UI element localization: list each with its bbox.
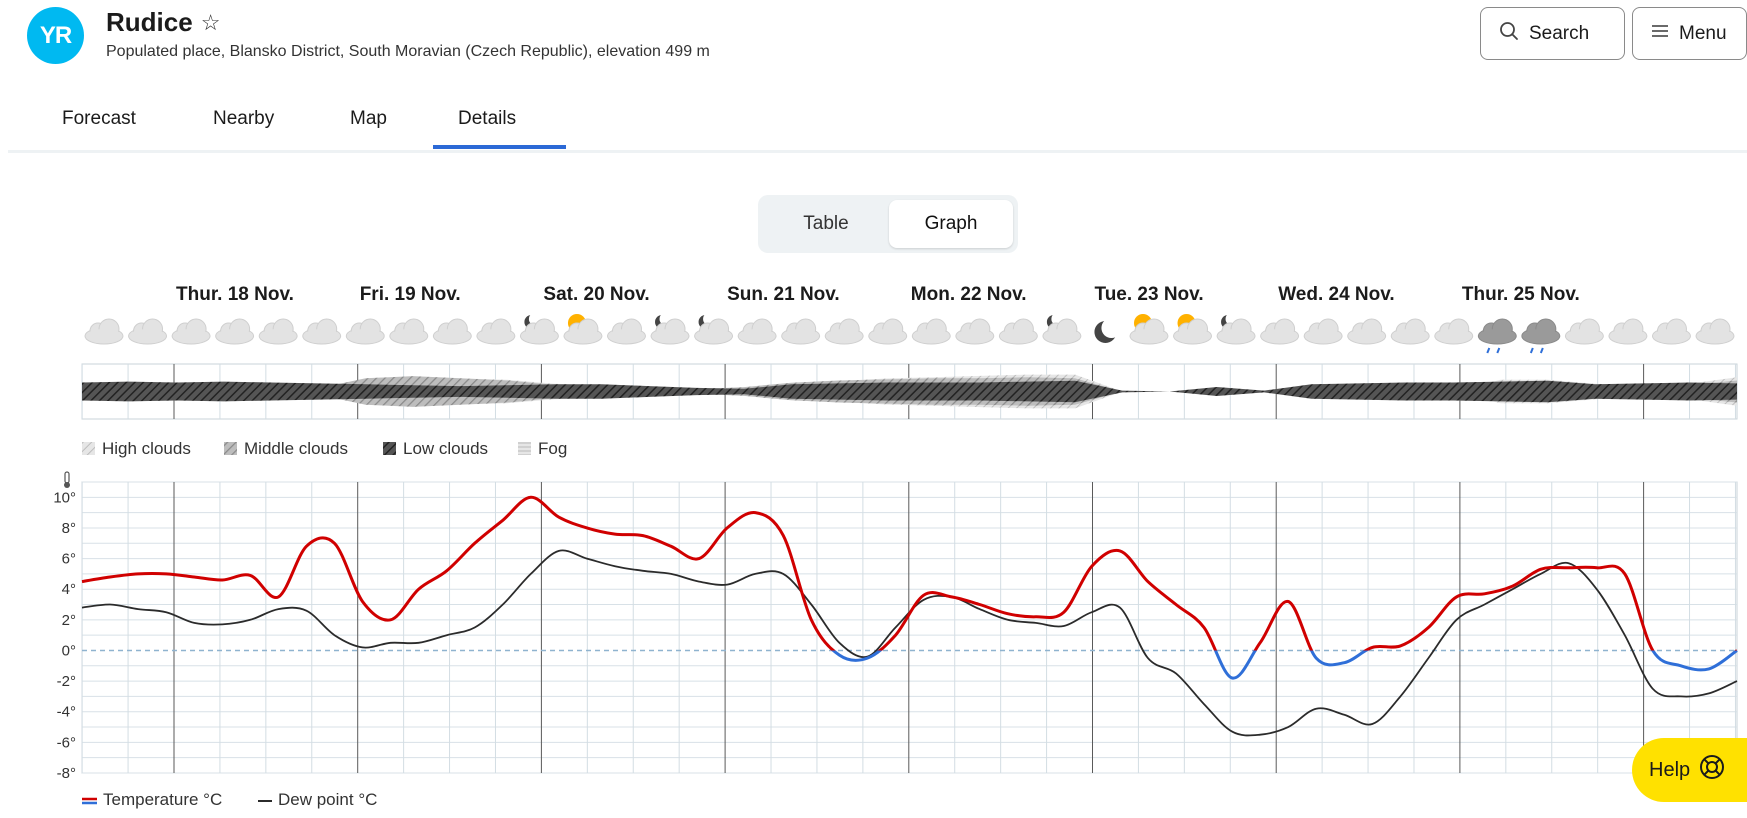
cloud-icon xyxy=(737,318,777,345)
help-label: Help xyxy=(1649,758,1691,781)
day-label: Wed. 24 Nov. xyxy=(1278,284,1395,305)
cloud-legend-item: Middle clouds xyxy=(224,439,348,458)
day-label: Thur. 25 Nov. xyxy=(1462,284,1580,305)
forecast-chart-svg: Thur. 18 Nov. Fri. 19 Nov. Sat. 20 Nov. Sun… xyxy=(53,284,1738,809)
star-outline-icon[interactable]: ☆ xyxy=(200,9,221,35)
day-label: Sat. 20 Nov. xyxy=(543,284,649,305)
cloud-icon xyxy=(84,318,124,345)
dew-point-legend-item: Dew point °C xyxy=(258,790,377,809)
cloud-icon xyxy=(1434,318,1474,345)
page-title: Rudice ☆ xyxy=(106,7,220,38)
temperature-plot-frame xyxy=(81,481,1738,774)
cloud-icon xyxy=(606,318,646,345)
y-tick-label: 4° xyxy=(62,581,76,598)
svg-text:Middle clouds: Middle clouds xyxy=(244,439,348,458)
temperature-line-warm xyxy=(81,495,1737,651)
forecast-graph: Thur. 18 Nov. Fri. 19 Nov. Sat. 20 Nov. Sun… xyxy=(0,270,1747,813)
partly-cloudy-night-icon xyxy=(1042,312,1082,345)
hamburger-menu-icon xyxy=(1651,22,1669,45)
day-label: Fri. 19 Nov. xyxy=(360,284,461,305)
cloud-icon xyxy=(1260,318,1300,345)
cloud-icon xyxy=(389,318,429,345)
temperature-legend-item: Temperature °C xyxy=(82,790,222,809)
svg-text:High clouds: High clouds xyxy=(102,439,191,458)
cloud-icon xyxy=(1608,318,1648,345)
table-view-button[interactable]: Table xyxy=(803,213,849,234)
day-label: Tue. 23 Nov. xyxy=(1095,284,1204,305)
tab-bar: Forecast Nearby Map Details xyxy=(8,100,1747,153)
search-button[interactable]: Search xyxy=(1480,7,1625,60)
tab-forecast[interactable]: Forecast xyxy=(62,108,136,129)
cloud-icon xyxy=(1303,318,1343,345)
y-tick-label: -8° xyxy=(57,765,76,782)
cloud-icon xyxy=(215,318,255,345)
y-tick-label: 2° xyxy=(62,612,76,629)
cloud-icon xyxy=(955,318,995,345)
location-name: Rudice xyxy=(106,7,193,37)
day-label: Thur. 18 Nov. xyxy=(176,284,294,305)
partly-cloudy-day-icon xyxy=(1129,314,1169,345)
location-description: Populated place, Blansko District, South… xyxy=(106,43,710,60)
cloud-icon xyxy=(432,318,472,345)
cloud-icon xyxy=(911,318,951,345)
view-toggle: Table Graph xyxy=(758,195,1018,253)
partly-cloudy-night-icon xyxy=(650,312,690,345)
partly-cloudy-night-icon xyxy=(1216,312,1256,345)
cloud-legend-item: Low clouds xyxy=(383,439,488,458)
search-label: Search xyxy=(1529,22,1590,44)
cloud-icon xyxy=(781,318,821,345)
cloud-legend-item: Fog xyxy=(518,439,567,458)
svg-text:Dew point °C: Dew point °C xyxy=(278,790,377,809)
low-clouds-area xyxy=(82,380,1737,403)
cloud-icon xyxy=(171,318,211,345)
svg-text:Low clouds: Low clouds xyxy=(403,439,488,458)
y-tick-label: 0° xyxy=(62,642,76,659)
partly-cloudy-day-icon xyxy=(1173,314,1213,345)
cloud-icon xyxy=(476,318,516,345)
cloud-icon xyxy=(1564,318,1604,345)
partly-cloudy-day-icon xyxy=(563,314,603,345)
cloud-icon xyxy=(1347,318,1387,345)
cloud-icon xyxy=(128,318,168,345)
lifebuoy-icon xyxy=(1698,753,1726,787)
thermometer-icon xyxy=(64,471,70,488)
cloud-icon xyxy=(258,318,298,345)
help-button[interactable]: Help xyxy=(1632,738,1747,802)
active-tab-indicator xyxy=(433,145,566,149)
y-tick-label: -6° xyxy=(57,734,76,751)
svg-text:Fog: Fog xyxy=(538,439,567,458)
menu-label: Menu xyxy=(1679,22,1727,44)
cloud-icon xyxy=(345,318,385,345)
rain-icon xyxy=(1521,318,1561,354)
clear-night-icon xyxy=(1094,318,1122,343)
y-tick-label: 6° xyxy=(62,551,76,568)
cloud-icon xyxy=(824,318,864,345)
menu-button[interactable]: Menu xyxy=(1632,7,1747,60)
tab-nearby[interactable]: Nearby xyxy=(213,108,275,129)
y-tick-label: 8° xyxy=(62,520,76,537)
graph-view-button[interactable]: Graph xyxy=(889,200,1013,248)
day-label: Sun. 21 Nov. xyxy=(727,284,840,305)
y-tick-label: -2° xyxy=(57,673,76,690)
cloud-icon xyxy=(1695,318,1735,345)
svg-text:Temperature °C: Temperature °C xyxy=(103,790,222,809)
y-tick-label: -4° xyxy=(57,704,76,721)
cloud-icon xyxy=(1651,318,1691,345)
tab-details[interactable]: Details xyxy=(458,108,517,129)
cloud-icon xyxy=(302,318,342,345)
cloud-legend-item: High clouds xyxy=(82,439,191,458)
rain-icon xyxy=(1477,318,1517,354)
cloud-icon xyxy=(998,318,1038,345)
yr-logo[interactable]: YR xyxy=(27,7,84,64)
day-label: Mon. 22 Nov. xyxy=(911,284,1027,305)
tab-map[interactable]: Map xyxy=(350,108,387,129)
cloud-icon xyxy=(1390,318,1430,345)
search-icon xyxy=(1499,21,1519,47)
y-tick-label: 10° xyxy=(53,489,76,506)
partly-cloudy-night-icon xyxy=(519,312,559,345)
cloud-icon xyxy=(868,318,908,345)
partly-cloudy-night-icon xyxy=(694,312,734,345)
